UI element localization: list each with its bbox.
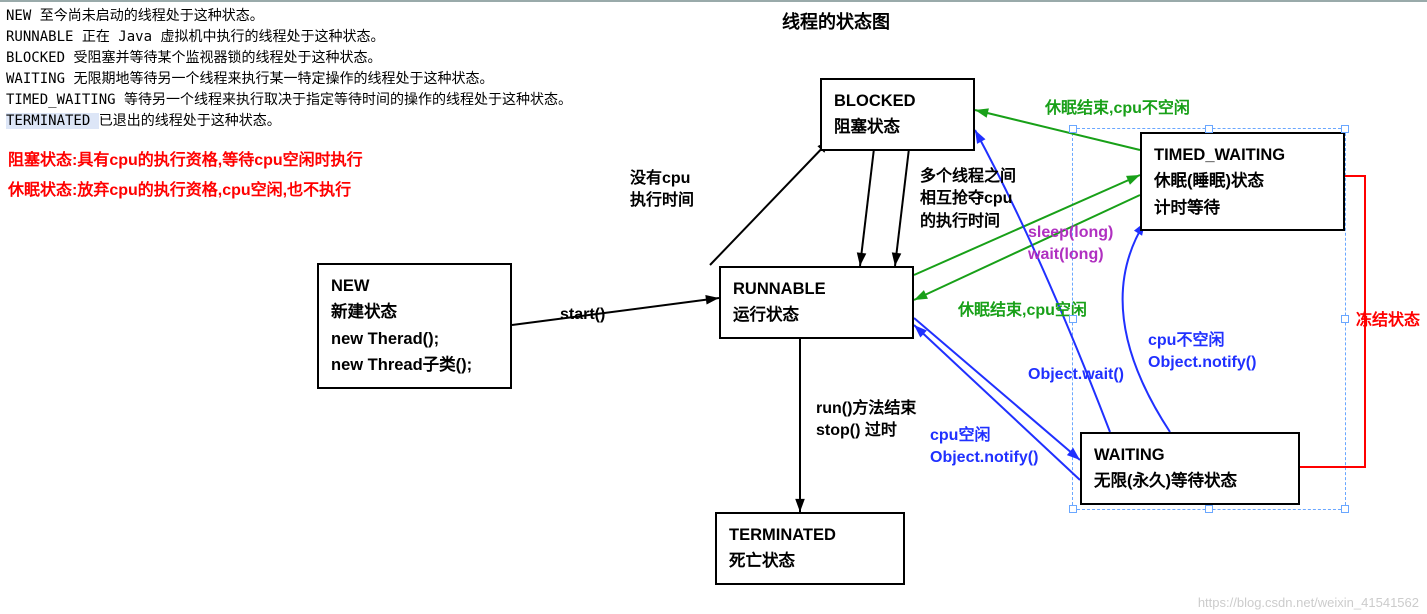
- node-terminated: TERMINATED死亡状态: [715, 512, 905, 585]
- edge-blk-run-down1: [860, 140, 875, 266]
- lbl-start: start(): [560, 304, 605, 326]
- lbl-tw-busy: 休眠结束,cpu不空闲: [1045, 98, 1190, 120]
- node-line: WAITING: [1094, 442, 1286, 468]
- node-line: 计时等待: [1154, 195, 1331, 221]
- node-timedwait: TIMED_WAITING休眠(睡眠)状态计时等待: [1140, 132, 1345, 231]
- lbl-notify2: cpu不空闲Object.notify(): [1148, 330, 1256, 375]
- node-line: TIMED_WAITING: [1154, 142, 1331, 168]
- edge-run-blk-nocpu: [710, 140, 830, 265]
- selection-handle: [1205, 125, 1213, 133]
- lbl-multi: 多个线程之间相互抢夺cpu的执行时间: [920, 166, 1016, 233]
- node-blocked: BLOCKED阻塞状态: [820, 78, 975, 151]
- lbl-notify1: cpu空闲Object.notify(): [930, 425, 1038, 470]
- node-new: NEW新建状态new Therad();new Thread子类();: [317, 263, 512, 389]
- node-line: NEW: [331, 273, 498, 299]
- selection-handle: [1341, 505, 1349, 513]
- node-line: 运行状态: [733, 302, 900, 328]
- node-runnable: RUNNABLE运行状态: [719, 266, 914, 339]
- node-line: 新建状态: [331, 299, 498, 325]
- arrowhead: [857, 252, 867, 266]
- selection-handle: [1341, 125, 1349, 133]
- node-line: new Thread子类();: [331, 352, 498, 378]
- lbl-objwait: Object.wait(): [1028, 364, 1124, 386]
- selection-handle: [1205, 505, 1213, 513]
- arrowhead: [975, 108, 989, 117]
- node-line: TERMINATED: [729, 522, 891, 548]
- node-line: 阻塞状态: [834, 114, 961, 140]
- arrowhead: [914, 290, 928, 300]
- arrowhead: [975, 130, 985, 144]
- lbl-nocpu: 没有cpu执行时间: [630, 168, 694, 213]
- node-line: 休眠(睡眠)状态: [1154, 168, 1331, 194]
- node-waiting: WAITING无限(永久)等待状态: [1080, 432, 1300, 505]
- node-line: RUNNABLE: [733, 276, 900, 302]
- watermark: https://blog.csdn.net/weixin_41541562: [1198, 595, 1419, 610]
- node-line: BLOCKED: [834, 88, 961, 114]
- edges-layer: [0, 0, 1427, 614]
- lbl-frozen: 冻结状态: [1356, 310, 1420, 332]
- selection-handle: [1069, 505, 1077, 513]
- edge-new-run: [512, 298, 719, 325]
- arrowhead: [705, 295, 719, 305]
- selection-handle: [1341, 315, 1349, 323]
- lbl-sleep: sleep(long)wait(long): [1028, 222, 1113, 267]
- node-line: new Therad();: [331, 326, 498, 352]
- arrowhead: [795, 499, 805, 512]
- edge-wait-tw-curve: [1123, 222, 1170, 432]
- selection-handle: [1069, 125, 1077, 133]
- selection-handle: [1069, 315, 1077, 323]
- lbl-runstop: run()方法结束stop() 过时: [816, 398, 916, 443]
- edge-blk-run-down2: [895, 140, 910, 266]
- lbl-tw-ok: 休眠结束,cpu空闲: [958, 300, 1087, 322]
- arrowhead: [1126, 175, 1140, 185]
- arrowhead: [892, 252, 902, 266]
- node-line: 死亡状态: [729, 548, 891, 574]
- node-line: 无限(永久)等待状态: [1094, 468, 1286, 494]
